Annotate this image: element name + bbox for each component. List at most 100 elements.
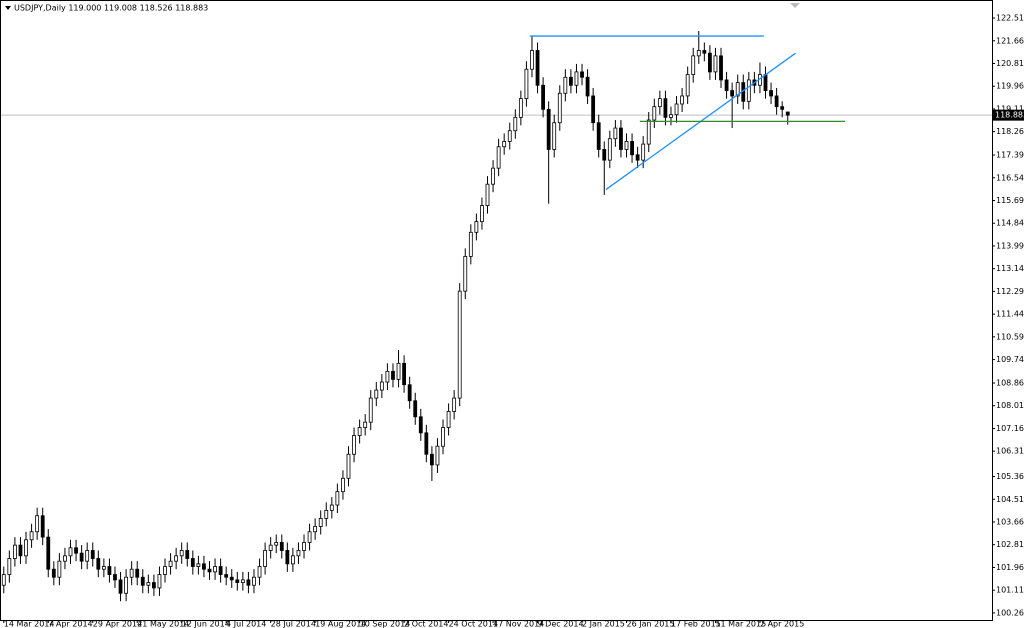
x-tick-label: 10 Sep 2014 (360, 620, 411, 628)
candle-body (663, 98, 668, 118)
candle-body (429, 453, 434, 466)
candle-body (274, 542, 279, 546)
candle-body (457, 290, 462, 399)
candle-body (318, 518, 323, 527)
candle-body (652, 106, 657, 121)
candle-body (724, 79, 729, 92)
candle-body (74, 547, 78, 554)
candle-body (763, 74, 768, 92)
x-tick-label: 12 Jun 2014 (182, 620, 230, 628)
candle-body (624, 141, 629, 150)
candle-body (785, 111, 790, 116)
candle-body (79, 552, 84, 562)
candle-body (641, 143, 646, 161)
y-tick-label: 119.965 (996, 82, 1024, 91)
candle-body (240, 579, 245, 583)
candle-body (619, 127, 623, 150)
candle-body (224, 574, 229, 578)
candle-body (90, 550, 95, 559)
candle-body (12, 544, 17, 559)
candle-body (163, 566, 167, 575)
candle-body (391, 370, 395, 380)
candle-body (96, 558, 101, 570)
candle-body (213, 566, 217, 573)
candle-body (730, 90, 735, 97)
candle-body (635, 154, 640, 161)
candle-body (407, 384, 412, 402)
plot-frame (0, 0, 993, 621)
x-tick-label: 17 Nov 2014 (493, 620, 544, 628)
candle-body (202, 563, 206, 570)
candle-body (57, 560, 62, 578)
candle-body (591, 95, 596, 124)
candle-body (196, 563, 201, 567)
candle-body (713, 55, 718, 73)
y-tick-label: 118.265 (996, 127, 1024, 136)
candle-body (607, 138, 612, 161)
candle-body (46, 536, 51, 570)
shift-marker[interactable] (790, 3, 800, 8)
candle-body (302, 542, 306, 551)
candle-body (446, 411, 451, 428)
y-tick-label: 110.590 (996, 332, 1024, 341)
candle-body (541, 84, 545, 110)
candle-body (324, 509, 329, 519)
candle-body (507, 130, 512, 142)
x-tick-label: 19 Aug 2014 (315, 620, 366, 628)
candle-body (363, 421, 368, 428)
candle-body (463, 255, 468, 292)
candle-body (329, 504, 334, 511)
y-tick-label: 112.290 (996, 287, 1024, 296)
candle-body (596, 122, 601, 150)
candle-body (207, 568, 212, 573)
candle-body (235, 579, 240, 583)
candle-body (552, 122, 557, 150)
candle-body (580, 71, 584, 78)
candle-body (480, 205, 484, 223)
candle-body (268, 544, 273, 551)
candle-body (769, 90, 773, 97)
y-tick-label: 115.690 (996, 196, 1024, 205)
candle-body (129, 568, 134, 578)
candle-body (118, 579, 123, 594)
y-tick-label: 105.365 (996, 472, 1024, 481)
candle-body (29, 531, 34, 541)
candle-body (774, 95, 779, 108)
candle-body (680, 95, 684, 105)
y-tick-label: 120.815 (996, 59, 1024, 68)
candle-body (385, 370, 390, 383)
y-tick-label: 121.665 (996, 36, 1024, 45)
x-tick-label: 4 Jul 2014 (226, 620, 266, 628)
candle-body (735, 82, 740, 97)
candle-body (674, 103, 679, 116)
candle-body (290, 555, 295, 565)
candle-body (557, 92, 562, 124)
y-tick-label: 122.515 (996, 14, 1024, 23)
candle-body (341, 477, 345, 493)
candle-body (35, 515, 40, 533)
candle-body (346, 453, 351, 479)
menu-arrow[interactable] (5, 6, 11, 10)
candle-body (669, 114, 673, 118)
x-tick-label: 24 Oct 2014 (449, 620, 498, 628)
candle-body (168, 560, 173, 567)
y-tick-label: 111.440 (996, 310, 1024, 319)
y-tick-label: 103.665 (996, 518, 1024, 527)
candle-body (357, 427, 362, 436)
x-tick-label: 2 Oct 2014 (404, 620, 448, 628)
candle-body (530, 50, 534, 70)
candle-body (452, 397, 457, 412)
candle-body (113, 574, 117, 581)
candle-body (68, 547, 73, 557)
candle-body (218, 566, 223, 575)
candle-body (474, 221, 479, 233)
candle-body (708, 52, 712, 73)
candle-body (313, 526, 318, 533)
x-tick-label: 28 Jul 2014 (271, 620, 316, 628)
candle-body (24, 539, 28, 557)
y-tick-label: 104.515 (996, 495, 1024, 504)
candle-body (485, 183, 490, 206)
candle-body (107, 566, 112, 575)
y-tick-label: 119.115 (996, 104, 1024, 113)
